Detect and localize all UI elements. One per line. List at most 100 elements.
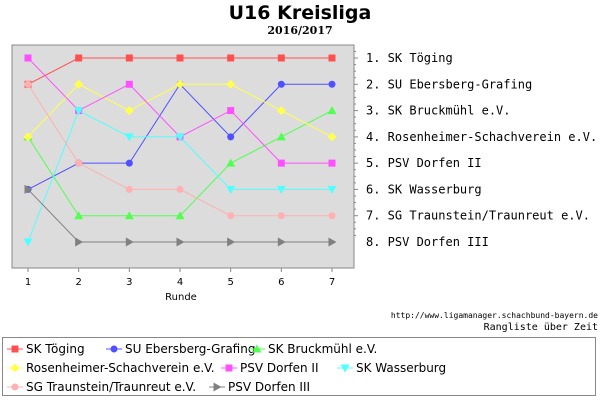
data-point xyxy=(176,237,185,247)
data-point xyxy=(328,212,336,220)
data-point xyxy=(276,106,286,116)
data-point xyxy=(327,106,337,115)
rank-label: 5. PSV Dorfen II xyxy=(366,156,482,170)
data-point xyxy=(124,106,134,116)
rank-label: 8. PSV Dorfen III xyxy=(366,235,489,249)
legend-item: SK Töging xyxy=(7,341,85,357)
x-tick-label: 2 xyxy=(75,277,81,288)
legend-item: PSV Dorfen III xyxy=(209,379,310,395)
data-point xyxy=(23,238,33,247)
data-point xyxy=(226,158,236,167)
legend-label: SU Ebersberg-Grafing xyxy=(125,342,256,356)
source-url: http://www.ligamanager.schachbund-bayern… xyxy=(390,311,598,320)
data-point xyxy=(125,237,134,247)
x-axis-label: Runde xyxy=(165,292,197,303)
data-point xyxy=(227,54,235,62)
chart-title: U16 Kreisliga xyxy=(228,2,372,24)
legend-marker-icon xyxy=(106,345,122,353)
data-point xyxy=(176,185,184,193)
legend-marker-icon xyxy=(221,364,237,372)
data-point xyxy=(328,237,337,247)
legend-item: SK Bruckmühl e.V. xyxy=(249,341,377,357)
data-point xyxy=(74,79,84,89)
data-point xyxy=(277,237,286,247)
rank-chart: 1 2 3 4 5 6 7 Runde 1. SK Töging 2. SU Ebersberg-… xyxy=(11,44,597,303)
legend-item: SG Traunstein/Traunreut e.V. xyxy=(7,379,196,395)
data-point xyxy=(328,159,336,167)
data-point xyxy=(277,54,285,62)
legend-marker-icon xyxy=(7,345,23,353)
legend-label: SK Wasserburg xyxy=(356,361,447,375)
x-tick-label: 7 xyxy=(329,277,335,288)
data-point xyxy=(124,211,134,220)
legend-symbol xyxy=(340,364,350,373)
legend-item: SK Wasserburg xyxy=(337,360,446,376)
data-point xyxy=(227,237,236,247)
data-point xyxy=(176,54,184,62)
data-point xyxy=(277,212,285,220)
data-point xyxy=(75,54,83,62)
data-point xyxy=(125,80,133,88)
data-point xyxy=(24,80,32,88)
data-point xyxy=(226,79,236,89)
legend-marker-icon xyxy=(337,364,353,373)
rank-label: 7. SG Traunstein/Traunreut e.V. xyxy=(366,209,590,223)
data-point xyxy=(175,211,185,220)
legend-symbol xyxy=(225,364,233,372)
plot-area xyxy=(11,44,355,269)
legend-label: Rosenheimer-Schachverein e.V. xyxy=(26,361,215,375)
data-point xyxy=(125,159,133,167)
rank-label: 2. SU Ebersberg-Grafing xyxy=(366,77,532,91)
rank-label: 6. SK Wasserburg xyxy=(366,182,482,196)
legend-symbol xyxy=(11,345,19,353)
chart-legend: SK Töging SU Ebersberg-Grafing SK Bruckmüh… xyxy=(2,337,596,396)
data-point xyxy=(276,132,286,141)
data-point xyxy=(227,212,235,220)
legend-symbol xyxy=(11,383,19,391)
data-point xyxy=(328,54,336,62)
rank-label: 4. Rosenheimer-Schachverein e.V. xyxy=(366,130,597,144)
data-point xyxy=(227,107,235,115)
x-tick-label: 6 xyxy=(278,277,284,288)
x-tick-label: 4 xyxy=(177,277,183,288)
rank-label: 3. SK Bruckmühl e.V. xyxy=(366,104,511,118)
legend-label: SG Traunstein/Traunreut e.V. xyxy=(26,380,197,394)
data-point xyxy=(124,133,134,142)
data-point xyxy=(277,159,285,167)
data-point xyxy=(75,159,83,167)
rank-label: 1. SK Töging xyxy=(366,51,453,65)
x-tick-label: 3 xyxy=(126,277,132,288)
x-tick-label: 1 xyxy=(25,277,31,288)
data-point xyxy=(125,54,133,62)
chart-caption: Rangliste über Zeit xyxy=(483,322,598,333)
legend-symbol xyxy=(110,345,118,353)
data-point xyxy=(327,132,337,142)
data-point xyxy=(276,185,286,194)
legend-marker-icon xyxy=(7,363,23,373)
data-point xyxy=(277,80,285,88)
legend-symbol xyxy=(213,382,222,392)
legend-label: SK Töging xyxy=(26,342,85,356)
data-point xyxy=(24,54,32,62)
data-point xyxy=(23,132,33,142)
data-point xyxy=(125,185,133,193)
legend-item: Rosenheimer-Schachverein e.V. xyxy=(7,360,215,376)
legend-item: SU Ebersberg-Grafing xyxy=(106,341,255,357)
legend-item: PSV Dorfen II xyxy=(221,360,319,376)
data-point xyxy=(175,79,185,89)
data-point xyxy=(175,133,185,142)
data-point xyxy=(327,185,337,194)
data-point xyxy=(75,237,84,247)
legend-marker-icon xyxy=(7,383,23,391)
legend-symbol xyxy=(10,363,20,373)
legend-symbol xyxy=(252,344,262,353)
data-point xyxy=(24,184,33,194)
legend-label: PSV Dorfen II xyxy=(240,361,319,375)
data-point xyxy=(227,133,235,141)
data-point xyxy=(328,80,336,88)
chart-subtitle: 2016/2017 xyxy=(267,24,333,37)
legend-label: SK Bruckmühl e.V. xyxy=(268,342,378,356)
legend-marker-icon xyxy=(249,344,265,353)
data-point xyxy=(74,211,84,220)
legend-marker-icon xyxy=(209,382,225,392)
